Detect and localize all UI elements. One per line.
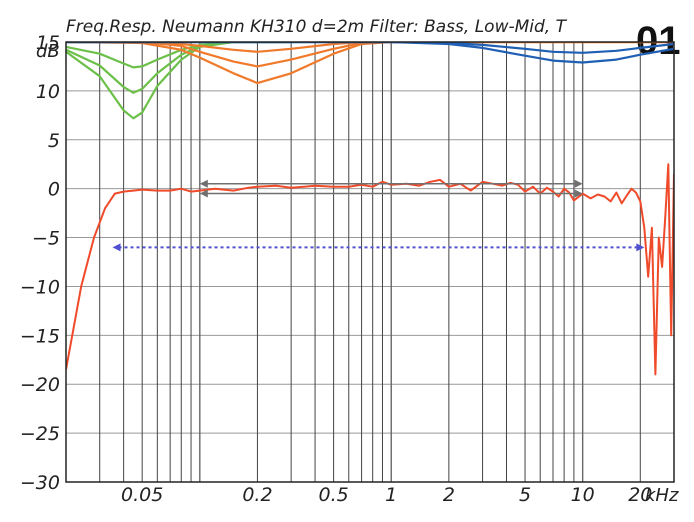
bass_filter-curve (66, 42, 292, 94)
range-marker-arrow-left-arrowhead (112, 243, 121, 252)
x-tick-label: 0.2 (242, 484, 272, 506)
x-tick-label: 1 (385, 484, 397, 506)
y-tick-label: −10 (20, 276, 60, 298)
lowmid_filter-curve (66, 42, 674, 85)
y-tick-label: −30 (20, 472, 60, 494)
tolerance-arrow-left-arrowhead (199, 189, 208, 198)
response-curve (66, 163, 674, 376)
range-marker-arrow-right-arrowhead (636, 243, 645, 252)
plot-frame (65, 41, 675, 483)
figure-number-badge: 01 (636, 19, 681, 63)
y-tick-label: 10 (36, 81, 60, 103)
y-tick-label: −20 (20, 374, 60, 396)
x-tick-label: 0.5 (318, 484, 348, 506)
treble_filter-curve (66, 42, 674, 64)
tolerance-arrow-right-arrowhead (574, 189, 583, 198)
y-tick-label: 15 (36, 32, 60, 54)
x-tick-label: 0.05 (121, 484, 163, 506)
y-axis-label: dB (36, 41, 60, 62)
x-tick-label: 2 (443, 484, 455, 506)
lowmid_filter-curve (66, 42, 674, 53)
bass_filter-curve (66, 42, 292, 120)
y-tick-label: 5 (48, 130, 60, 152)
x-tick-label: 10 (571, 484, 595, 506)
tolerance-arrow-right-arrowhead (574, 179, 583, 188)
bass_filter-curve (66, 42, 292, 69)
y-axis-ticks: 15 10 5 0 −5 −10 −15 −20 −25 −30 (20, 32, 60, 494)
lowmid_filter-curve (66, 42, 674, 68)
grid (66, 41, 674, 483)
x-tick-label: 5 (519, 484, 531, 506)
y-tick-label: −25 (20, 423, 60, 445)
x-axis-unit-label: kHz (645, 485, 679, 506)
y-tick-label: −15 (20, 325, 60, 347)
x-axis-ticks: 0.05 0.2 0.5 1 2 5 10 20 (121, 484, 652, 506)
range-markers (112, 179, 645, 252)
y-tick-label: −5 (32, 228, 60, 250)
tolerance-arrow-left-arrowhead (199, 179, 208, 188)
y-tick-label: 0 (48, 179, 60, 201)
x-tick-label: 20 (628, 484, 652, 506)
chart-title: Freq.Resp. Neumann KH310 d=2m Filter: Ba… (66, 17, 568, 37)
